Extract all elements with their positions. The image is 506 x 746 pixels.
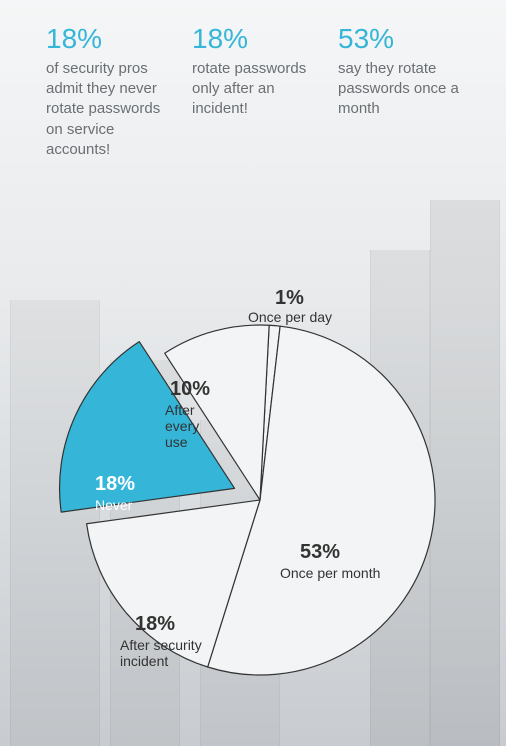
slice-text-label: After security: [120, 637, 202, 653]
slice-text-label: Once per day: [248, 309, 332, 325]
slice-text-label: every: [165, 418, 199, 434]
slice-pct-label: 53%: [300, 541, 340, 563]
slice-text-label: use: [165, 434, 188, 450]
slice-text-label: Once per month: [280, 565, 380, 581]
stat-pct: 53%: [338, 24, 468, 55]
slice-pct-label: 18%: [95, 473, 135, 495]
stat-text: rotate passwords only after an incident!: [192, 59, 310, 120]
slice-pct-label: 18%: [135, 613, 175, 635]
stat-pct: 18%: [46, 24, 164, 55]
slice-text-label: After: [165, 402, 195, 418]
slice-text-label: Never: [95, 497, 133, 513]
stat-block-1: 18% of security pros admit they never ro…: [46, 24, 164, 160]
stat-text: of security pros admit they never rotate…: [46, 59, 164, 160]
stat-pct: 18%: [192, 24, 310, 55]
stat-block-3: 53% say they rotate passwords once a mon…: [338, 24, 468, 160]
stats-row: 18% of security pros admit they never ro…: [0, 0, 506, 170]
pie-chart: 1%Once per day 53% Once per month 18% After …: [0, 260, 506, 746]
stat-block-2: 18% rotate passwords only after an incid…: [192, 24, 310, 160]
slice-pct-label: 10%: [170, 378, 210, 400]
slice-text-label: incident: [120, 653, 168, 669]
slice-pct-label: 1%: [275, 287, 304, 309]
stat-text: say they rotate passwords once a month: [338, 59, 468, 120]
